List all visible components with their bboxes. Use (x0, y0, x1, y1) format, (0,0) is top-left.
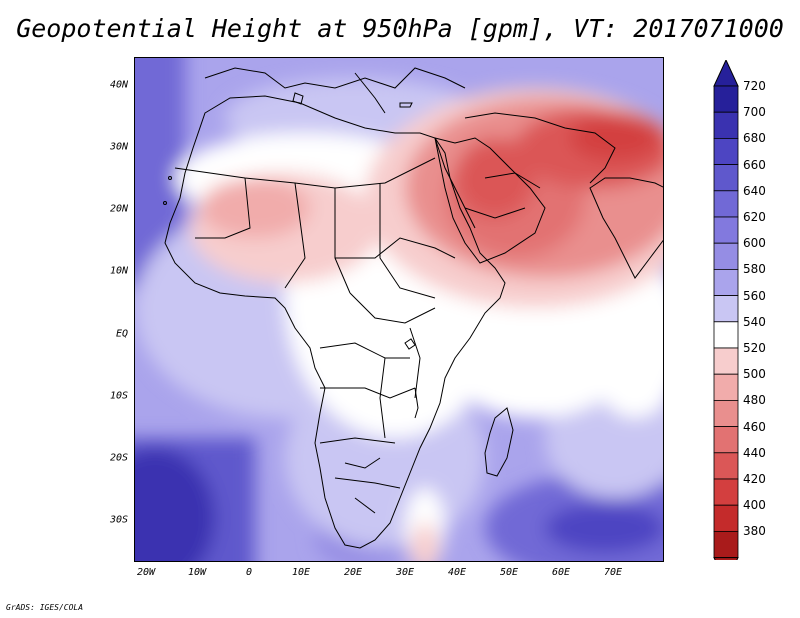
colorbar-swatch (713, 216, 739, 244)
colorbar-swatch (713, 504, 739, 532)
colorbar-level-label: 400 (743, 498, 766, 513)
colorbar-level-label: 440 (743, 445, 766, 460)
map-svg (135, 58, 663, 561)
lon-label: 50E (499, 567, 519, 578)
lon-label: 30E (395, 567, 415, 578)
colorbar-level-label: 420 (743, 472, 766, 486)
credit-text: GrADS: IGES/COLA (6, 603, 84, 612)
lon-label: 20E (343, 567, 363, 578)
colorbar-swatch (713, 321, 739, 349)
colorbar-level-label: 680 (743, 131, 766, 146)
lon-label: 10E (291, 567, 311, 578)
colorbar-bottom-arrow (713, 557, 739, 560)
colorbar-level-label: 700 (743, 105, 766, 120)
colorbar-level-label: 480 (743, 393, 766, 408)
colorbar-swatch (713, 347, 739, 375)
colorbar-swatch (713, 242, 739, 270)
lon-label: 0 (245, 567, 253, 578)
lon-label: 60E (551, 567, 571, 578)
colorbar-swatch (713, 373, 739, 401)
colorbar-swatch (713, 85, 739, 113)
lon-label: 40E (447, 567, 467, 578)
lat-label: 10S (109, 390, 128, 402)
lat-label: 10N (109, 265, 128, 277)
lat-label: 30S (109, 514, 128, 526)
lat-label: 40N (109, 79, 128, 91)
lat-label: 20N (109, 203, 128, 215)
coastlines (163, 67, 663, 549)
colorbar-swatch (713, 426, 739, 454)
colorbar-swatch (713, 478, 739, 506)
colorbar-level-label: 640 (743, 183, 766, 198)
lon-label: 70E (603, 567, 623, 578)
colorbar-swatch (713, 530, 739, 558)
colorbar-level-label: 520 (743, 341, 766, 355)
colorbar-level-label: 500 (743, 367, 766, 382)
colorbar-swatch (713, 111, 739, 139)
lon-label: 20W (136, 567, 156, 578)
colorbar-level-label: 460 (743, 419, 766, 434)
colorbar-level-label: 600 (743, 236, 766, 251)
lon-label: 10W (187, 567, 207, 578)
lat-label: 30N (109, 141, 128, 153)
colorbar-level-label: 720 (743, 79, 766, 93)
colorbar-swatch (713, 164, 739, 192)
colorbar-level-label: 560 (743, 288, 766, 303)
colorbar (713, 60, 739, 560)
map-plot-area (134, 57, 664, 562)
lat-label: EQ (115, 328, 128, 340)
colorbar-level-label: 620 (743, 210, 766, 224)
colorbar-swatch (713, 452, 739, 480)
colorbar-level-label: 540 (743, 314, 766, 329)
colorbar-level-label: 580 (743, 262, 766, 277)
colorbar-swatch (713, 190, 739, 218)
colorbar-swatch (713, 295, 739, 323)
lat-label: 20S (109, 452, 128, 464)
colorbar-top-arrow (713, 60, 739, 87)
colorbar-level-label: 380 (743, 524, 766, 539)
colorbar-level-label: 660 (743, 157, 766, 172)
colorbar-swatch (713, 399, 739, 427)
map-title: Geopotential Height at 950hPa [gpm], VT:… (16, 14, 784, 43)
colorbar-swatch (713, 138, 739, 166)
colorbar-swatch (713, 268, 739, 296)
